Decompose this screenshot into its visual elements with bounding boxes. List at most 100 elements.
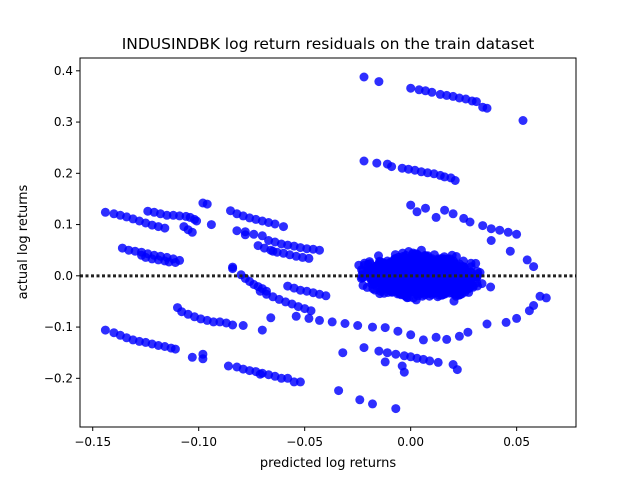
data-point xyxy=(164,257,174,267)
data-point xyxy=(266,313,276,323)
data-point xyxy=(255,369,265,379)
data-point xyxy=(443,277,453,287)
x-tick-label: −0.10 xyxy=(180,435,217,449)
data-point xyxy=(368,284,378,294)
data-point xyxy=(452,365,462,375)
data-point xyxy=(291,311,301,321)
data-point xyxy=(486,236,496,245)
data-point xyxy=(463,327,473,337)
data-point xyxy=(522,255,532,265)
data-point xyxy=(334,386,344,396)
data-point xyxy=(170,258,180,267)
data-point xyxy=(418,335,428,345)
x-tick-label: −0.05 xyxy=(286,435,323,449)
data-point xyxy=(100,207,110,217)
data-point xyxy=(454,331,464,341)
data-point xyxy=(486,282,496,292)
x-tick-label: −0.15 xyxy=(74,435,111,449)
x-axis: −0.15 −0.10 −0.05 0.00 0.05 xyxy=(74,427,530,449)
data-point xyxy=(382,348,392,358)
data-point xyxy=(478,221,488,231)
data-point xyxy=(306,306,316,316)
data-point xyxy=(449,296,459,306)
data-point xyxy=(433,357,443,367)
data-point xyxy=(359,156,369,166)
data-point xyxy=(187,352,197,362)
data-point xyxy=(304,313,314,323)
data-point xyxy=(380,323,390,333)
data-point xyxy=(160,223,170,233)
data-point xyxy=(448,209,458,219)
data-point xyxy=(408,249,418,259)
plot-frame xyxy=(79,57,577,428)
data-point xyxy=(524,306,534,316)
data-point xyxy=(440,205,450,215)
data-point xyxy=(443,261,453,271)
data-point xyxy=(232,226,242,236)
y-axis-label: actual log returns xyxy=(16,184,31,299)
data-point xyxy=(340,319,350,328)
data-point xyxy=(529,262,539,272)
data-point xyxy=(431,212,441,222)
data-point xyxy=(425,356,435,366)
y-tick-label: 0.4 xyxy=(54,64,73,78)
data-point xyxy=(482,319,492,329)
data-point xyxy=(456,279,466,289)
data-point xyxy=(495,225,505,235)
data-point xyxy=(384,284,394,294)
data-point xyxy=(192,216,202,226)
data-point xyxy=(374,346,384,356)
data-point xyxy=(187,227,197,237)
y-tick-label: 0.3 xyxy=(54,115,73,129)
data-point xyxy=(412,207,422,217)
data-point xyxy=(391,404,401,414)
data-point xyxy=(393,272,403,281)
x-tick-label: 0.00 xyxy=(397,435,424,449)
data-point xyxy=(358,280,368,290)
data-point xyxy=(450,176,460,185)
data-point xyxy=(387,162,397,172)
y-tick-label: −0.2 xyxy=(44,371,73,385)
data-point xyxy=(438,290,448,300)
data-point xyxy=(393,326,403,336)
y-tick-label: 0.2 xyxy=(54,166,73,180)
data-point xyxy=(270,219,280,229)
data-point xyxy=(321,291,331,301)
data-point xyxy=(505,246,515,256)
data-point xyxy=(431,332,441,342)
data-point xyxy=(380,357,390,367)
data-point xyxy=(471,97,481,107)
data-point xyxy=(436,267,446,276)
x-tick-label: 0.05 xyxy=(503,435,530,449)
data-point xyxy=(541,293,551,303)
data-point xyxy=(302,244,312,254)
data-point xyxy=(338,348,348,358)
data-point xyxy=(162,210,172,220)
data-point xyxy=(374,77,384,87)
data-point xyxy=(385,268,395,278)
data-point xyxy=(486,224,496,234)
chart-title: INDUSINDBK log return residuals on the t… xyxy=(122,35,535,53)
data-point xyxy=(421,203,430,213)
data-point xyxy=(327,317,337,327)
data-point xyxy=(391,349,401,359)
data-point xyxy=(442,334,452,344)
data-point xyxy=(240,230,250,240)
data-point xyxy=(518,116,528,125)
data-point xyxy=(414,258,423,268)
data-point xyxy=(482,103,492,113)
data-point xyxy=(503,227,513,237)
data-point xyxy=(501,317,511,327)
data-point xyxy=(460,271,470,281)
data-point xyxy=(257,231,267,241)
data-point xyxy=(228,264,238,274)
data-point xyxy=(435,275,445,285)
data-point xyxy=(276,373,286,383)
data-point xyxy=(430,261,440,271)
data-point xyxy=(359,343,369,353)
data-point xyxy=(295,377,305,387)
data-point xyxy=(368,399,377,409)
data-point xyxy=(228,320,238,330)
data-point xyxy=(399,367,409,377)
data-point xyxy=(394,289,404,299)
